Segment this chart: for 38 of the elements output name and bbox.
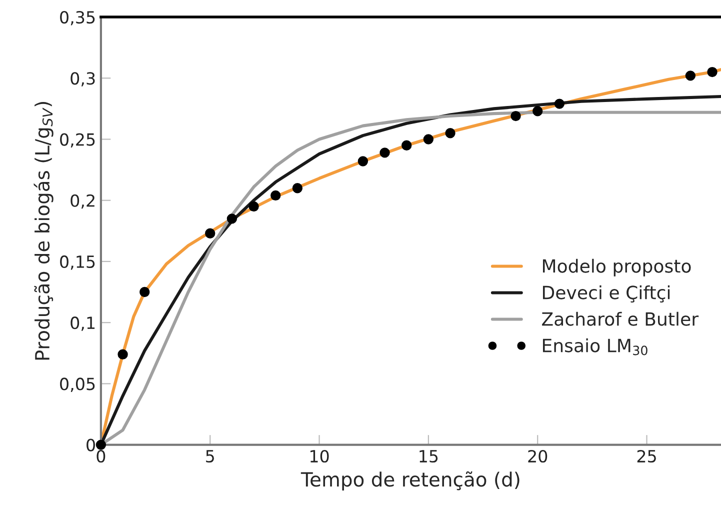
x-axis-title: Tempo de retenção (d) bbox=[300, 471, 520, 490]
x-tick-label: 20 bbox=[528, 450, 548, 463]
y-axis-title: Produção de biogás (L/g$_{SV}$) bbox=[34, 102, 54, 360]
point bbox=[292, 183, 303, 194]
y-tick-label: 0,25 bbox=[60, 133, 95, 148]
point bbox=[685, 70, 696, 81]
x-tick-label: 10 bbox=[310, 450, 329, 463]
point bbox=[707, 66, 718, 78]
legend-label: Zacharof e Butler bbox=[542, 312, 699, 326]
point bbox=[226, 214, 238, 224]
point bbox=[140, 286, 150, 298]
y-tick-label: 0,05 bbox=[60, 378, 95, 392]
legend-label: Deveci e Çiftçi bbox=[542, 285, 670, 303]
legend-label: Ensaio LM$_{30}$ bbox=[542, 338, 648, 356]
point bbox=[554, 98, 565, 109]
y-tick-label: 0,15 bbox=[60, 255, 95, 270]
y-tick-label: 0,35 bbox=[60, 10, 95, 26]
point bbox=[358, 156, 368, 166]
point bbox=[402, 140, 412, 150]
point bbox=[96, 440, 106, 450]
point bbox=[248, 201, 259, 212]
y-tick-label: 0,1 bbox=[70, 316, 95, 331]
x-tick-label: 0 bbox=[96, 450, 106, 463]
point bbox=[380, 148, 390, 158]
x-tick-label: 5 bbox=[206, 450, 214, 463]
point bbox=[510, 110, 521, 122]
y-tick-label: 0,2 bbox=[70, 194, 94, 209]
y-tick-label: 0 bbox=[86, 438, 95, 452]
legend-label: Modelo proposto bbox=[542, 258, 691, 276]
point bbox=[445, 128, 456, 138]
y-tick-label: 0,3 bbox=[70, 72, 95, 86]
point bbox=[532, 106, 543, 116]
point bbox=[118, 349, 128, 360]
point bbox=[270, 190, 281, 201]
x-tick-label: 15 bbox=[420, 450, 438, 463]
point bbox=[423, 134, 434, 144]
x-tick-label: 25 bbox=[637, 450, 656, 463]
point bbox=[205, 228, 216, 238]
